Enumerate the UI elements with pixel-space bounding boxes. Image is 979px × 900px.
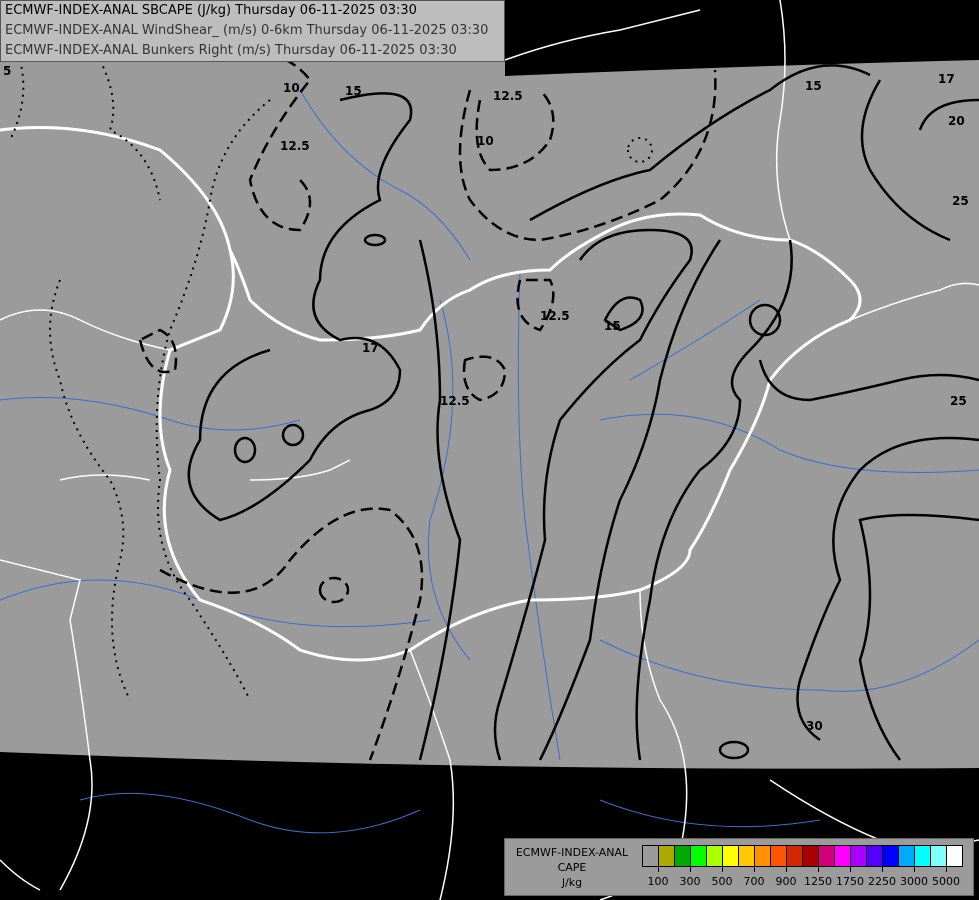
svg-text:30: 30: [806, 719, 823, 733]
legend-tick-label: 1250: [804, 875, 832, 888]
title-windshear: ECMWF-INDEX-ANAL WindShear_ (m/s) 0-6km …: [5, 23, 489, 38]
legend-swatch: [643, 846, 659, 866]
legend-swatch: [851, 846, 867, 866]
svg-text:17: 17: [362, 341, 379, 355]
legend-title: ECMWF-INDEX-ANAL CAPE J/kg: [509, 845, 635, 890]
legend-swatch: [739, 846, 755, 866]
legend-tick-label: 700: [743, 875, 765, 888]
legend-title-model: ECMWF-INDEX-ANAL: [515, 846, 629, 859]
legend-tick-mark: [754, 867, 755, 872]
legend-swatch: [787, 846, 803, 866]
legend-ticks: 100 300 500 700 900 1250 1750 2250 3000 5000: [642, 867, 964, 888]
legend-swatch: [931, 846, 947, 866]
legend-swatch: [675, 846, 691, 866]
title-bunkers: ECMWF-INDEX-ANAL Bunkers Right (m/s) Thu…: [5, 43, 457, 58]
bunkers-contours: [187, 64, 979, 761]
cape-contours: [9, 59, 654, 701]
legend-swatch: [819, 846, 835, 866]
map-title-box: ECMWF-INDEX-ANAL SBCAPE (J/kg) Thursday …: [0, 0, 505, 62]
legend-tick-mark: [882, 867, 883, 872]
legend-swatch: [803, 846, 819, 866]
svg-text:10: 10: [283, 81, 300, 95]
svg-text:25: 25: [950, 394, 967, 408]
legend-title-unit: J/kg: [561, 876, 583, 889]
legend-tick-label: 3000: [900, 875, 928, 888]
svg-text:10: 10: [477, 134, 494, 148]
legend-swatch: [835, 846, 851, 866]
legend-tick-mark: [722, 867, 723, 872]
legend-color-bar: [642, 845, 963, 867]
legend-tick-label: 2250: [868, 875, 896, 888]
legend-swatch: [947, 846, 962, 866]
legend-swatch: [755, 846, 771, 866]
legend-tick-mark: [690, 867, 691, 872]
svg-text:12.5: 12.5: [493, 89, 523, 103]
legend-swatch: [867, 846, 883, 866]
legend-tick-label: 5000: [932, 875, 960, 888]
legend-swatch: [771, 846, 787, 866]
legend-tick-mark: [818, 867, 819, 872]
svg-text:25: 25: [952, 194, 969, 208]
legend-tick-label: 100: [647, 875, 669, 888]
legend-tick-label: 900: [775, 875, 797, 888]
svg-text:12.5: 12.5: [540, 309, 570, 323]
svg-text:17: 17: [938, 72, 955, 86]
model-domain: [0, 0, 979, 769]
legend-swatch: [899, 846, 915, 866]
legend-swatch: [659, 846, 675, 866]
title-sbcape: ECMWF-INDEX-ANAL SBCAPE (J/kg) Thursday …: [5, 3, 417, 18]
legend-tick-mark: [658, 867, 659, 872]
svg-text:15: 15: [345, 84, 362, 98]
legend-swatch: [915, 846, 931, 866]
svg-text:12.5: 12.5: [280, 139, 310, 153]
svg-text:15: 15: [805, 79, 822, 93]
legend-swatch: [883, 846, 899, 866]
legend-tick-label: 500: [711, 875, 733, 888]
legend-tick-label: 1750: [836, 875, 864, 888]
legend-tick-mark: [914, 867, 915, 872]
legend-title-variable: CAPE: [557, 861, 587, 874]
legend-swatch: [707, 846, 723, 866]
contour-labels: 5 10 12.5 15 12.5 10 15 17 20 25 12.5 15…: [3, 64, 969, 733]
svg-text:20: 20: [948, 114, 965, 128]
cape-legend: ECMWF-INDEX-ANAL CAPE J/kg 100 300 500 700 9…: [504, 838, 974, 896]
svg-text:5: 5: [3, 64, 11, 78]
legend-tick-mark: [786, 867, 787, 872]
legend-tick-mark: [850, 867, 851, 872]
legend-tick-mark: [946, 867, 947, 872]
svg-text:15: 15: [604, 319, 621, 333]
legend-swatch: [691, 846, 707, 866]
legend-tick-label: 300: [679, 875, 701, 888]
svg-text:12.5: 12.5: [440, 394, 470, 408]
legend-swatch: [723, 846, 739, 866]
